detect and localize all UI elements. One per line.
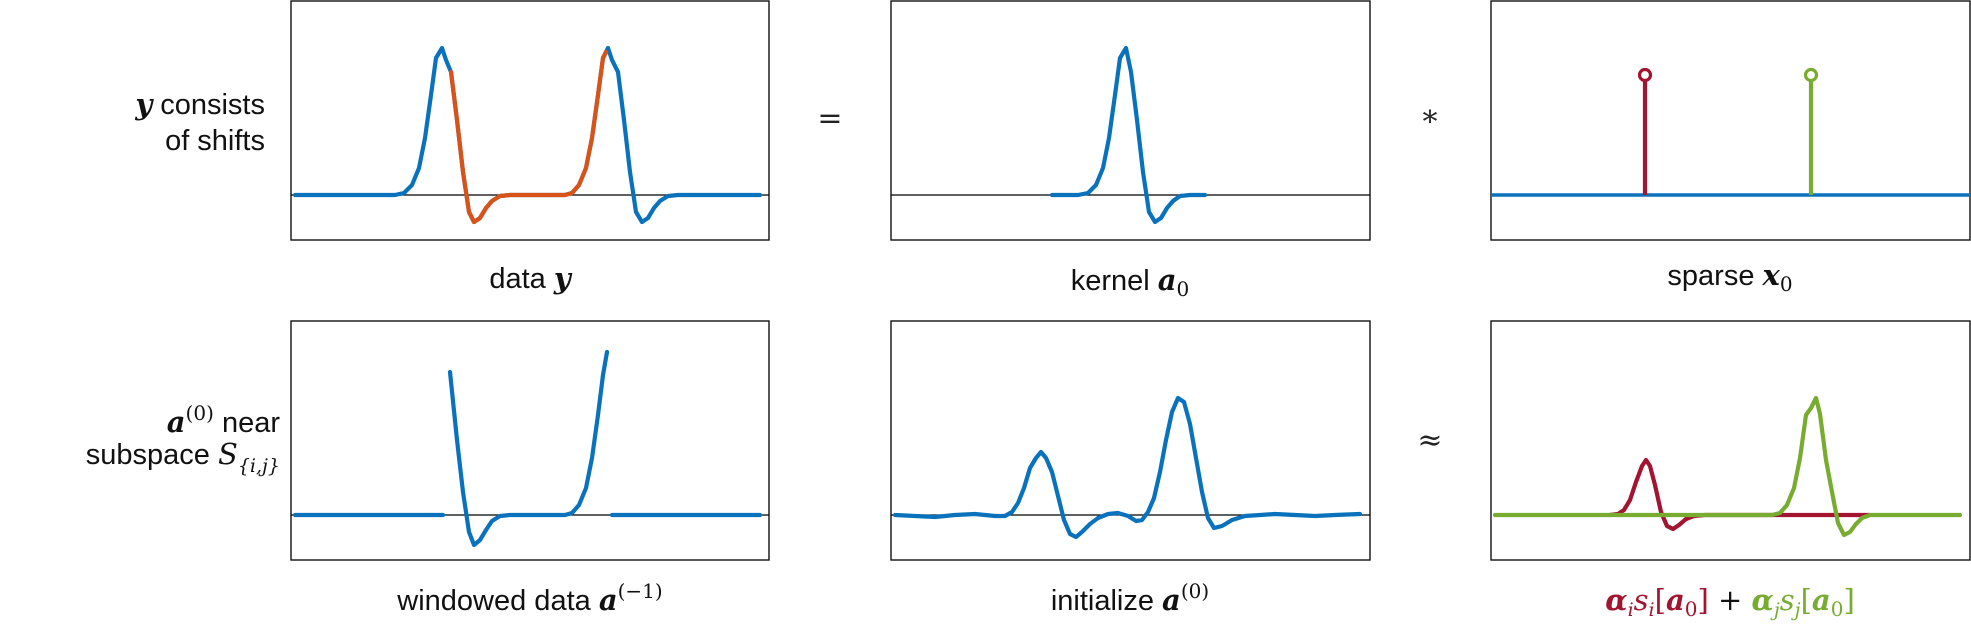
row-label-top-line2: of shifts — [165, 125, 265, 157]
panel-kernel-frame — [890, 0, 1371, 241]
panel-combo-frame — [1490, 320, 1971, 561]
caption-initialize: initialize a(0) — [1051, 579, 1209, 617]
row-label-bottom-line1: a(0) near — [167, 401, 281, 439]
caption-combo: αisi[a0] + αjsj[a0] — [1605, 583, 1855, 621]
equals-operator: = — [817, 101, 842, 136]
panel-initialize-frame — [890, 320, 1371, 561]
panel-sparse-frame — [1490, 0, 1971, 241]
row-label-top-line1: y consists — [134, 87, 265, 121]
panel-windowed-frame — [290, 320, 770, 561]
sparse-spike-i-marker — [1637, 67, 1653, 83]
caption-sparse: sparse x0 — [1667, 258, 1792, 296]
data-overlap-segment-1 — [448, 49, 609, 225]
row-label-bottom-line2: subspace S{i,j} — [86, 437, 280, 477]
windowed-signal-curve — [447, 349, 610, 548]
kernel-curve — [1049, 45, 1208, 225]
combo-red-kernel-curve — [1607, 457, 1873, 532]
approx-operator: ≈ — [1417, 423, 1442, 458]
panel-data-frame — [290, 0, 770, 241]
initialize-curve — [892, 395, 1363, 540]
combo-green-kernel-curve — [1492, 395, 1963, 538]
caption-windowed: windowed data a(−1) — [396, 579, 662, 617]
caption-data: data y — [489, 261, 573, 295]
caption-kernel: kernel a0 — [1071, 263, 1190, 301]
sparse-spike-j-marker — [1803, 67, 1819, 83]
convolve-operator: * — [1423, 105, 1438, 140]
